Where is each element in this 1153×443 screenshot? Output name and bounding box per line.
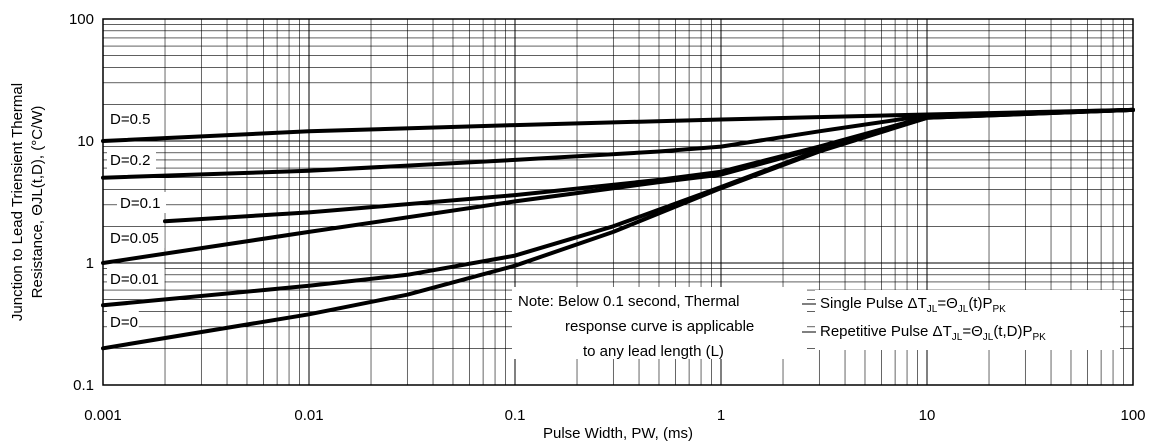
series-layer [101, 107, 1135, 351]
plot-frame [102, 18, 1134, 386]
x-tick-label: 0.001 [84, 407, 122, 424]
y-tick-label: 10 [77, 133, 94, 150]
x-tick-label: 0.01 [294, 407, 323, 424]
y-axis-label-line-1: Junction to Lead Triensient Thermal [9, 83, 26, 321]
series-label-0: D=0.5 [110, 111, 150, 128]
y-tick-label: 1 [86, 255, 94, 272]
series-label-1: D=0.2 [110, 152, 150, 169]
series-label-bg-4 [107, 268, 165, 289]
x-tick-label: 1 [717, 407, 725, 424]
series-label-group-1: D=0.2 [107, 149, 156, 170]
series-labels: D=0.5 D=0.2 D=0.1 D=0.05 D=0.01 D=0 [107, 108, 166, 332]
x-tick-label: 100 [1120, 407, 1145, 424]
series-label-group-4: D=0.01 [107, 268, 165, 289]
series-line-4 [101, 107, 1135, 308]
note-box: Note: Below 0.1 second, Thermal response… [512, 287, 807, 360]
series-line-5 [101, 107, 1135, 351]
x-tick-label: 10 [919, 407, 936, 424]
series-label-bg-5 [107, 311, 139, 332]
series-label-4: D=0.01 [110, 271, 159, 288]
series-label-3: D=0.05 [110, 230, 159, 247]
series-label-group-2: D=0.1 [117, 192, 166, 213]
note-line-3: to any lead length (L) [583, 343, 724, 360]
legend-repetitive-pulse: Repetitive Pulse ΔTJL=ΘJL(t,D)PPK [820, 323, 1046, 343]
y-tick-labels: 0.1 1 10 100 [69, 11, 94, 394]
series-label-group-5: D=0 [107, 311, 139, 332]
series-line-1 [101, 107, 1135, 180]
x-axis-label: Pulse Width, PW, (ms) [543, 425, 693, 442]
series-label-2: D=0.1 [120, 195, 160, 212]
legend-box: Single Pulse ΔTJL=ΘJL(t)PPK Repetitive P… [802, 290, 1120, 350]
legend-single-pulse: Single Pulse ΔTJL=ΘJL(t)PPK [820, 295, 1006, 315]
series-label-bg-0 [107, 108, 156, 129]
series-label-group-3: D=0.05 [107, 227, 165, 248]
series-label-5: D=0 [110, 314, 138, 331]
y-tick-label: 100 [69, 11, 94, 28]
note-line-2: response curve is applicable [565, 318, 754, 335]
note-line-1: Note: Below 0.1 second, Thermal [518, 293, 740, 310]
series-label-bg-1 [107, 149, 156, 170]
series-label-bg-3 [107, 227, 165, 248]
x-tick-labels: 0.001 0.01 0.1 1 10 100 [84, 407, 1145, 424]
x-tick-label: 0.1 [505, 407, 526, 424]
series-label-group-0: D=0.5 [107, 108, 156, 129]
y-tick-label: 0.1 [73, 377, 94, 394]
y-axis-label-line-2: Resistance, ΘJL(t,D), (°C/W) [29, 106, 46, 299]
series-label-bg-2 [117, 192, 166, 213]
